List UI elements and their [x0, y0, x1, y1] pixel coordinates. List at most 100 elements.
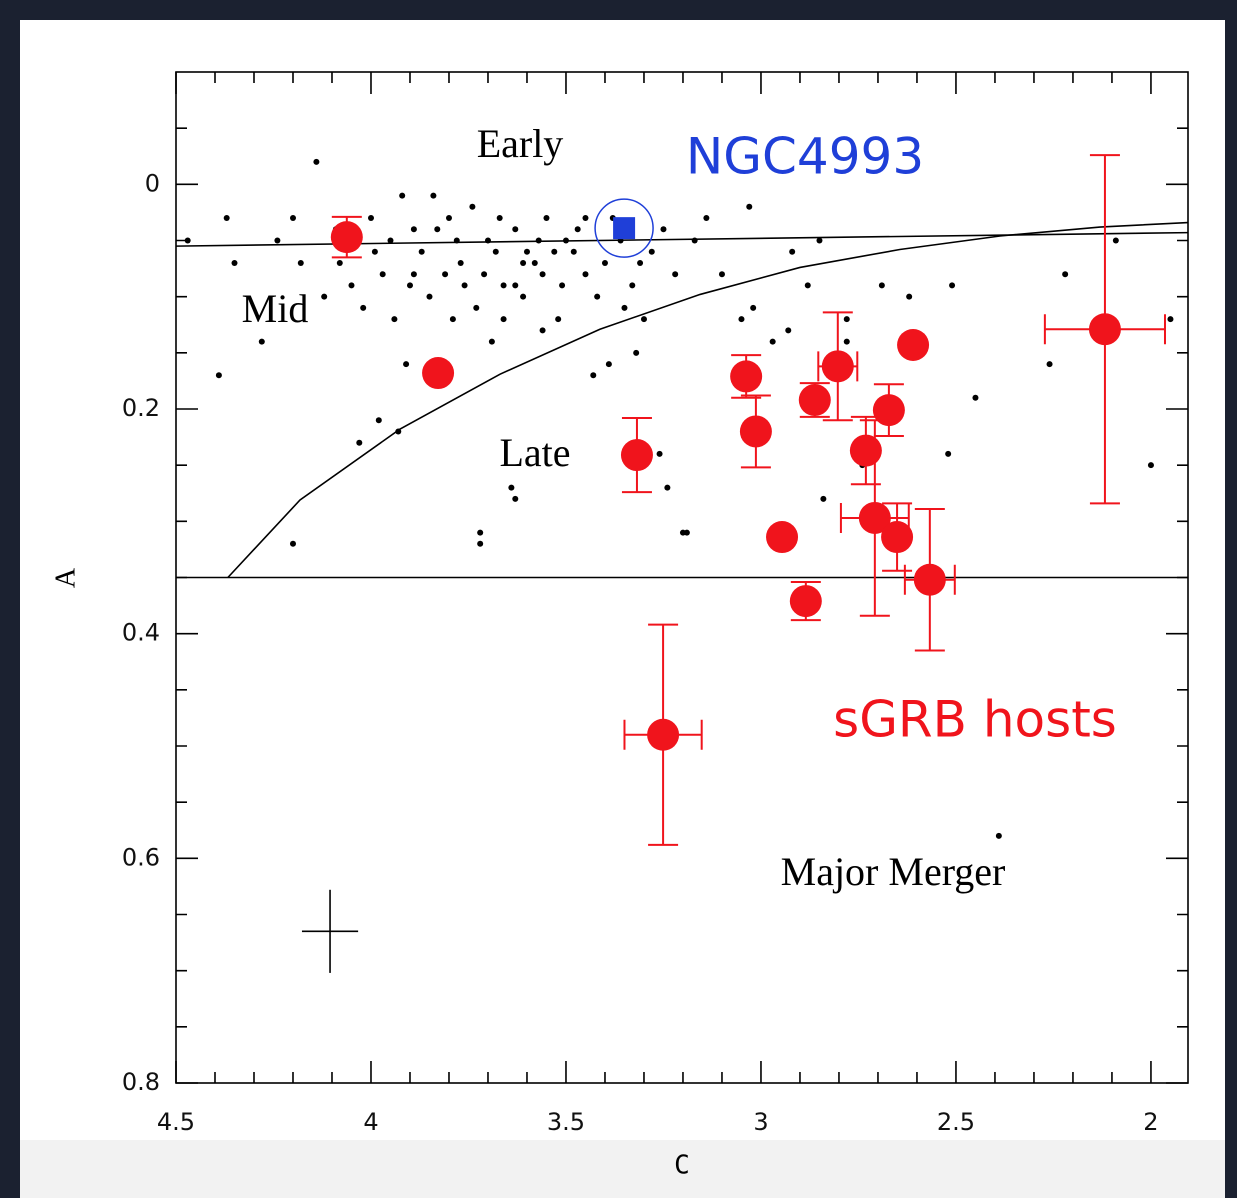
galaxy-point [434, 226, 441, 233]
galaxy-point [789, 248, 796, 255]
host-point [620, 439, 653, 472]
galaxy-point [656, 450, 663, 457]
galaxy-point [360, 304, 367, 311]
galaxy-point [375, 417, 382, 424]
galaxy-point [289, 540, 296, 547]
y-tick-label: 0.6 [122, 843, 160, 871]
galaxy-point [562, 237, 569, 244]
galaxy-point [418, 248, 425, 255]
host-point [798, 384, 831, 417]
galaxy-point [648, 248, 655, 255]
highlight-ring [594, 198, 654, 258]
galaxy-point [356, 439, 363, 446]
galaxy-point [184, 237, 191, 244]
host-point [881, 521, 914, 554]
galaxy-point [949, 282, 956, 289]
y-tick-label: 0.4 [122, 619, 160, 647]
ngc4993-point [613, 217, 636, 240]
galaxy-point [410, 271, 417, 278]
galaxy-point [484, 237, 491, 244]
galaxy-point [1147, 462, 1154, 469]
galaxy-point [367, 215, 374, 222]
x-tick-label: 2.5 [937, 1108, 975, 1136]
boundary-line [227, 221, 1188, 579]
galaxy-point [379, 271, 386, 278]
galaxy-point [843, 338, 850, 345]
galaxy-point [371, 248, 378, 255]
galaxy-point [512, 495, 519, 502]
galaxy-point [231, 259, 238, 266]
galaxy-point [520, 259, 527, 266]
galaxy-point [601, 259, 608, 266]
host-point [330, 221, 363, 254]
galaxy-point [406, 282, 413, 289]
galaxy-point [738, 316, 745, 323]
galaxy-point [551, 248, 558, 255]
galaxy-point [520, 293, 527, 300]
galaxy-point [321, 293, 328, 300]
galaxy-point [672, 271, 679, 278]
host-point [789, 585, 822, 618]
host-point [422, 357, 455, 390]
galaxy-point [481, 271, 488, 278]
host-point [766, 521, 799, 554]
galaxy-point [594, 293, 601, 300]
galaxy-point [453, 237, 460, 244]
host-point [858, 501, 891, 534]
galaxy-point [442, 271, 449, 278]
galaxy-point [215, 372, 222, 379]
galaxy-point [621, 304, 628, 311]
host-point [897, 328, 930, 361]
galaxy-point [664, 484, 671, 491]
region-label: Late [499, 430, 570, 475]
galaxy-point [457, 259, 464, 266]
galaxy-point [477, 529, 484, 536]
galaxy-point [539, 327, 546, 334]
plot-area [176, 154, 1188, 846]
galaxy-point [500, 282, 507, 289]
galaxy-point [1046, 361, 1053, 368]
galaxy-point [410, 226, 417, 233]
galaxy-point [500, 316, 507, 323]
galaxy-point [539, 271, 546, 278]
galaxy-point [512, 226, 519, 233]
galaxy-point [531, 259, 538, 266]
region-label: Major Merger [781, 849, 1006, 894]
galaxy-point [461, 282, 468, 289]
host-point [739, 415, 772, 448]
galaxy-point [769, 338, 776, 345]
galaxy-point [582, 271, 589, 278]
galaxy-point [445, 215, 452, 222]
galaxy-point [289, 215, 296, 222]
galaxy-point [449, 316, 456, 323]
x-tick-label: 3.5 [547, 1108, 585, 1136]
galaxy-point [1167, 316, 1174, 323]
host-point [647, 718, 680, 751]
galaxy-point [804, 282, 811, 289]
galaxy-point [816, 237, 823, 244]
host-point [849, 434, 882, 467]
footer-strip [20, 1140, 1225, 1198]
x-tick-label: 4 [363, 1108, 378, 1136]
galaxy-point [297, 259, 304, 266]
galaxy-point [574, 226, 581, 233]
galaxy-point [477, 540, 484, 547]
galaxy-point [637, 259, 644, 266]
galaxy-point [473, 304, 480, 311]
x-axis-label: C [674, 1151, 690, 1181]
galaxy-point [469, 203, 476, 210]
galaxy-point [523, 248, 530, 255]
galaxy-point [843, 316, 850, 323]
galaxy-point [348, 282, 355, 289]
galaxy-point [508, 484, 515, 491]
x-tick-label: 4.5 [157, 1108, 195, 1136]
galaxy-point [274, 237, 281, 244]
galaxy-point [535, 237, 542, 244]
host-point [730, 360, 763, 393]
galaxy-point [223, 215, 230, 222]
galaxy-point [746, 203, 753, 210]
galaxy-point [559, 282, 566, 289]
galaxy-point [512, 282, 519, 289]
galaxy-point [426, 293, 433, 300]
galaxy-point [605, 361, 612, 368]
